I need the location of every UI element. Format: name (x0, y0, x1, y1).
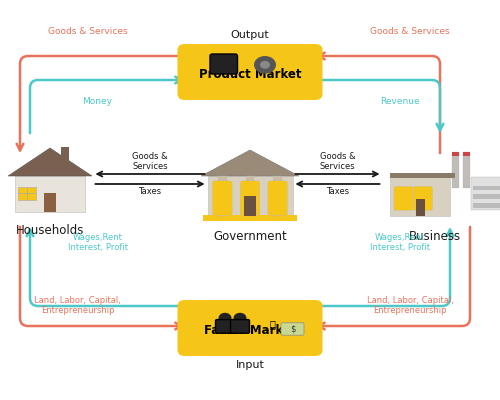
FancyBboxPatch shape (414, 186, 432, 210)
Bar (452, 152, 460, 156)
Bar (44, 193, 57, 212)
Bar (244, 196, 256, 216)
Bar (274, 176, 282, 216)
Text: Factor Market: Factor Market (204, 324, 296, 336)
Text: Goods &
Services: Goods & Services (132, 152, 168, 171)
Text: Product Market: Product Market (199, 68, 301, 80)
Circle shape (260, 61, 270, 69)
Text: Input: Input (236, 360, 264, 370)
Bar (246, 176, 254, 216)
Bar (60, 146, 69, 162)
Text: Government: Government (213, 230, 287, 243)
Text: Wages,Rent
Interest, Profit: Wages,Rent Interest, Profit (370, 232, 430, 252)
Text: Goods & Services: Goods & Services (370, 28, 450, 36)
Text: Land, Labor, Capital,
Entrepreneurship: Land, Labor, Capital, Entrepreneurship (366, 296, 454, 315)
Text: Revenue: Revenue (380, 98, 420, 106)
Text: Land, Labor, Capital,
Entrepreneurship: Land, Labor, Capital, Entrepreneurship (34, 296, 121, 315)
Bar (390, 176, 450, 216)
FancyBboxPatch shape (240, 181, 260, 216)
Text: Money: Money (82, 98, 112, 106)
FancyBboxPatch shape (178, 44, 322, 100)
Bar (472, 194, 500, 199)
Bar (472, 203, 500, 208)
Bar (208, 176, 292, 216)
Circle shape (234, 313, 246, 323)
Bar (416, 199, 424, 216)
Text: Business: Business (409, 230, 461, 243)
Bar (463, 152, 470, 188)
Circle shape (254, 56, 276, 74)
FancyBboxPatch shape (230, 320, 250, 333)
Text: ✦: ✦ (258, 60, 272, 75)
FancyBboxPatch shape (212, 181, 232, 216)
Text: ▪: ▪ (220, 56, 235, 76)
FancyBboxPatch shape (178, 300, 322, 356)
Text: Output: Output (230, 30, 270, 40)
Bar (390, 173, 455, 178)
Polygon shape (8, 148, 92, 176)
FancyBboxPatch shape (281, 323, 304, 335)
Text: Households: Households (16, 224, 84, 237)
Bar (472, 186, 500, 190)
FancyBboxPatch shape (216, 320, 234, 333)
FancyBboxPatch shape (210, 54, 238, 74)
Bar (15, 176, 85, 212)
Text: Taxes: Taxes (326, 187, 349, 196)
Bar (218, 176, 226, 216)
Bar (18, 187, 36, 200)
Text: $: $ (290, 324, 295, 333)
Circle shape (218, 313, 232, 323)
Bar (471, 177, 500, 210)
Text: Taxes: Taxes (138, 187, 162, 196)
Bar (452, 152, 460, 188)
Bar (203, 215, 297, 221)
Text: 📍: 📍 (270, 319, 276, 329)
Text: Goods &
Services: Goods & Services (320, 152, 356, 171)
FancyBboxPatch shape (268, 181, 287, 216)
Text: Wages,Rent
Interest, Profit: Wages,Rent Interest, Profit (68, 232, 128, 252)
FancyBboxPatch shape (394, 186, 413, 210)
Text: ▬: ▬ (221, 59, 234, 73)
Text: Goods & Services: Goods & Services (48, 28, 128, 36)
Bar (463, 152, 470, 156)
Polygon shape (201, 150, 299, 176)
